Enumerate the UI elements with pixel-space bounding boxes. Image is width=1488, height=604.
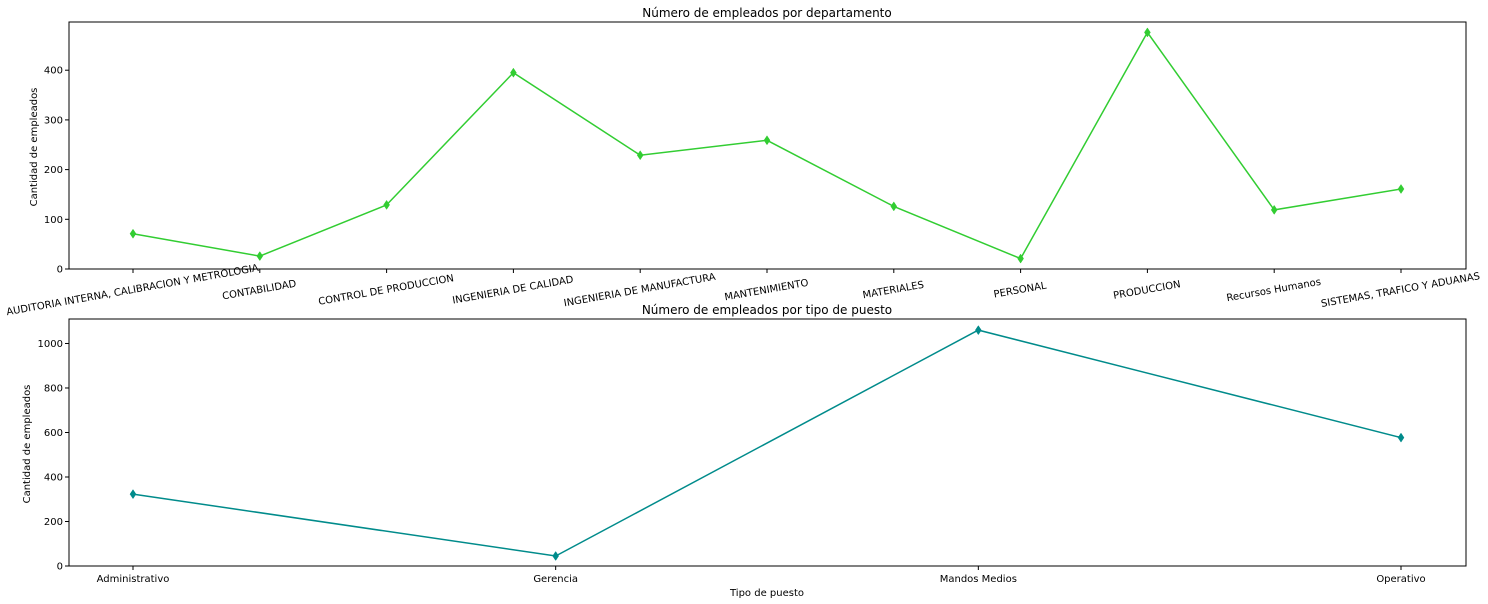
series-empleados-departamento	[129, 27, 1405, 264]
y-tick-label: 400	[44, 472, 63, 483]
data-point-ingenieria-de-manufactura	[636, 150, 644, 161]
y-tick-label: 800	[44, 383, 63, 394]
y-tick-label: 100	[44, 215, 63, 226]
data-point-ingenieria-de-calidad	[510, 67, 517, 78]
x-tick-label-mandos-medios: Mandos Medios	[940, 574, 1017, 585]
data-point-control-de-produccion	[383, 199, 390, 210]
data-point-sistemas-trafico-y-aduanas	[1397, 184, 1405, 194]
x-axis-ticks: Administrativo Gerencia Mandos Medios Opera…	[97, 566, 1426, 585]
y-tick-label: 0	[57, 562, 63, 573]
data-point-operativo	[1397, 432, 1405, 443]
data-point-personal	[1017, 253, 1024, 264]
data-point-produccion	[1144, 27, 1151, 38]
series-empleados-tipo-puesto	[129, 325, 1405, 561]
y-axis-ticks: 0 200 400 600 800 1000	[38, 339, 69, 573]
chart-tipo-puesto: Número de empleados por tipo de puesto C…	[22, 303, 1467, 599]
y-axis-label: Cantidad de empleados	[29, 88, 40, 207]
data-point-mantenimiento	[763, 135, 771, 146]
chart-title: Número de empleados por departamento	[642, 6, 891, 20]
y-tick-label: 300	[44, 115, 63, 126]
y-axis-ticks: 0 100 200 300 400	[44, 66, 69, 276]
y-tick-label: 600	[44, 428, 63, 439]
data-point-auditoria-interna-calibracion-y-metrologia	[129, 228, 137, 239]
plot-frame	[68, 318, 1467, 567]
data-point-recursos-humanos	[1270, 204, 1278, 215]
y-tick-label: 400	[44, 66, 63, 77]
x-tick-label-administrativo: Administrativo	[97, 574, 170, 585]
data-point-materiales	[890, 201, 898, 212]
data-point-contabilidad	[256, 251, 264, 262]
x-axis-label: Tipo de puesto	[729, 588, 804, 599]
data-point-gerencia	[552, 551, 559, 561]
x-tick-label-gerencia: Gerencia	[533, 574, 578, 585]
y-tick-label: 200	[44, 165, 63, 176]
y-tick-label: 0	[57, 265, 63, 276]
series-line	[132, 329, 1402, 557]
data-point-administrativo	[129, 489, 137, 500]
y-axis-label: Cantidad de empleados	[22, 385, 33, 504]
x-tick-label-operativo: Operativo	[1376, 574, 1425, 585]
y-tick-label: 200	[44, 517, 63, 528]
y-tick-label: 1000	[38, 339, 63, 350]
data-point-mandos-medios	[975, 325, 982, 336]
chart-title: Número de empleados por tipo de puesto	[642, 303, 892, 317]
